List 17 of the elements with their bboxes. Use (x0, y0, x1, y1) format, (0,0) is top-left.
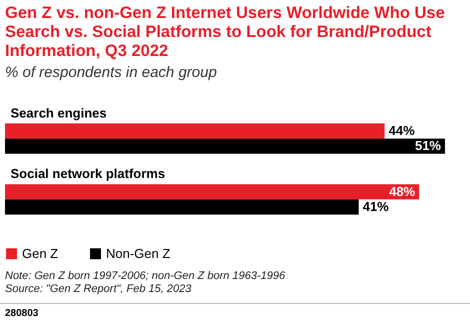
y-tick-label: Social network platforms (10, 166, 166, 182)
text: Note: Gen Z born 1997-2006; non-Gen Z born 1963-1996 (5, 270, 286, 283)
bar (5, 123, 385, 139)
source-note: Source: "Gen Z Report", Feb 15, 2023 (5, 283, 192, 296)
legend-label: Non-Gen Z (106, 246, 170, 261)
y-tick-label: Search engines (10, 105, 107, 120)
data-label: 41% (362, 199, 390, 214)
bar (5, 199, 359, 215)
chart-title: Gen Z vs. non-Gen Z Internet Users Worldwide Who Use Search vs. Social Platforms to Look for Brand/Product Information, Q3 2022 (5, 4, 446, 61)
data-label: 51% (414, 138, 442, 154)
bar (5, 184, 420, 200)
text: 280803 (5, 308, 40, 319)
chart-subtitle: % of respondents in each group (5, 64, 217, 81)
data-label: 44% (388, 122, 416, 138)
data-label: 48% (389, 184, 416, 199)
bar (5, 138, 445, 154)
legend-label: Gen Z (22, 246, 58, 261)
